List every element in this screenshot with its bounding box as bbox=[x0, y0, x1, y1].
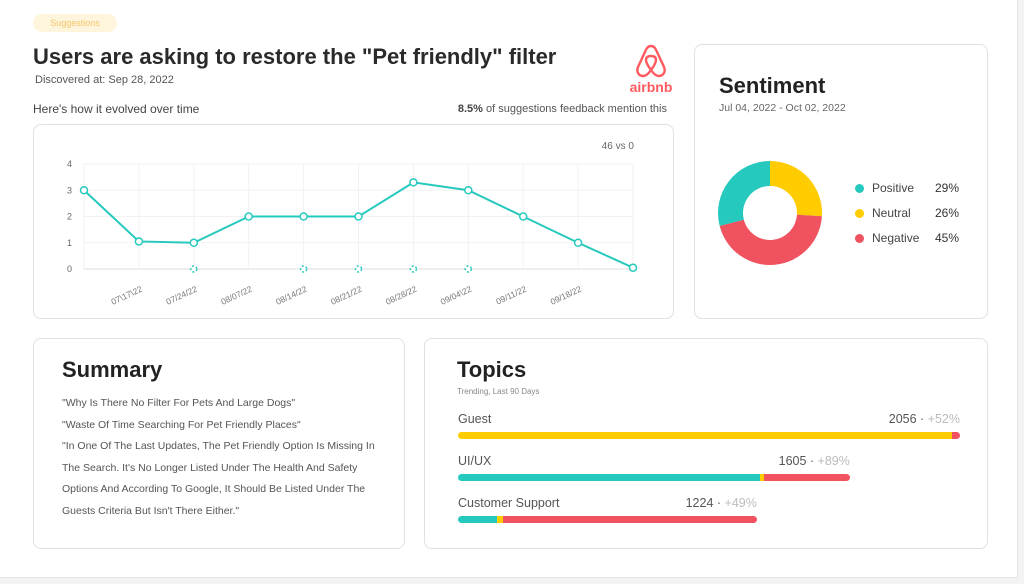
summary-quote: "Waste Of Time Searching For Pet Friendl… bbox=[62, 418, 301, 431]
topic-change: +89% bbox=[817, 454, 850, 468]
zero-marker bbox=[190, 265, 198, 273]
data-point bbox=[464, 186, 473, 195]
legend-item-positive: Positive 29% bbox=[855, 181, 959, 195]
sentiment-card: Sentiment Jul 04, 2022 - Oct 02, 2022 bbox=[694, 44, 988, 319]
x-tick-label: 07\17\22 bbox=[110, 284, 144, 307]
topic-count: 2056 bbox=[888, 412, 917, 426]
summary-title: Summary bbox=[62, 357, 163, 382]
topic-bar-segment bbox=[952, 432, 960, 439]
data-point bbox=[628, 263, 638, 272]
data-point bbox=[189, 238, 199, 247]
x-tick-label: 08/21/22 bbox=[329, 284, 363, 307]
data-point bbox=[409, 178, 418, 187]
legend-item-neutral: Neutral 26% bbox=[855, 206, 959, 220]
topic-label: Customer Support bbox=[458, 496, 560, 510]
legend-percent: 29% bbox=[935, 181, 960, 195]
airbnb-logo-icon bbox=[636, 44, 666, 78]
data-point bbox=[354, 212, 363, 221]
topic-stats: 1605 · +89% bbox=[778, 454, 850, 468]
topic-stats: 2056 · +52% bbox=[888, 412, 960, 426]
topic-bar-segment bbox=[763, 474, 850, 481]
y-tick-label: 0 bbox=[67, 264, 72, 274]
y-tick-label: 4 bbox=[67, 159, 72, 169]
topic-bar bbox=[458, 516, 757, 523]
topic-count: 1605 bbox=[778, 454, 807, 468]
x-tick-label: 07/24/22 bbox=[164, 284, 198, 307]
zero-marker bbox=[464, 265, 473, 273]
topic-bar bbox=[458, 474, 850, 481]
page-title: Users are asking to restore the "Pet fri… bbox=[33, 44, 557, 69]
zero-marker bbox=[409, 265, 418, 273]
x-tick-label: 08/28/22 bbox=[384, 284, 418, 307]
topic-label: UI/UX bbox=[458, 454, 492, 468]
discovered-date: Discovered at: Sep 28, 2022 bbox=[35, 74, 174, 86]
sentiment-title: Sentiment bbox=[719, 73, 826, 98]
topic-count: 1224 bbox=[685, 496, 714, 510]
x-tick-label: 09/18/22 bbox=[549, 284, 583, 307]
y-tick-label: 1 bbox=[67, 238, 72, 248]
sentiment-range: Jul 04, 2022 - Oct 02, 2022 bbox=[719, 102, 846, 114]
legend-item-negative: Negative 45% bbox=[855, 231, 959, 245]
topic-bar-segment bbox=[496, 516, 503, 523]
chart-heading: Here's how it evolved over time bbox=[33, 102, 200, 116]
topic-row[interactable]: UI/UX 1605 · +89% bbox=[458, 454, 960, 481]
x-tick-label: 09/11/22 bbox=[494, 284, 528, 307]
topics-subtitle: Trending, Last 90 Days bbox=[457, 387, 540, 396]
data-point bbox=[79, 186, 89, 195]
x-tick-label: 08/07/22 bbox=[219, 284, 253, 307]
data-point bbox=[518, 212, 528, 221]
mention-text: of suggestions feedback mention this bbox=[482, 103, 667, 115]
y-tick-label: 3 bbox=[67, 185, 72, 195]
topic-change: +52% bbox=[927, 412, 960, 426]
topic-change: +49% bbox=[724, 496, 757, 510]
topics-card: Topics Trending, Last 90 Days bbox=[424, 338, 988, 549]
trend-chart-card: 0 1 2 3 4 07\17\22 07/24/22 08/07/22 08/14/22 08/… bbox=[33, 124, 674, 319]
airbnb-logo: airbnb bbox=[628, 42, 674, 95]
brand-name: airbnb bbox=[629, 79, 673, 95]
mention-stat: 8.5% of suggestions feedback mention thi… bbox=[458, 103, 667, 115]
legend-percent: 45% bbox=[935, 231, 960, 245]
topic-row[interactable]: Customer Support 1224 · +49% bbox=[458, 496, 960, 523]
chart-annotation: 46 vs 0 bbox=[602, 141, 635, 152]
summary-quote: "Why Is There No Filter For Pets And Lar… bbox=[62, 397, 296, 409]
legend-dot-icon bbox=[855, 209, 864, 218]
topic-bar-segment bbox=[502, 516, 757, 523]
category-badge[interactable]: Suggestions bbox=[33, 14, 117, 32]
legend-label: Negative bbox=[872, 231, 920, 245]
data-point bbox=[573, 238, 583, 247]
topic-label: Guest bbox=[458, 412, 492, 426]
legend-label: Neutral bbox=[872, 206, 911, 220]
topic-bar-segment bbox=[458, 432, 953, 439]
topic-bar-segment bbox=[759, 474, 764, 481]
sentiment-donut-chart bbox=[718, 161, 822, 266]
donut-slice-neutral bbox=[770, 161, 822, 217]
data-point bbox=[299, 212, 308, 221]
topic-row[interactable]: Guest 2056 · +52% bbox=[458, 412, 960, 439]
donut-slice-negative bbox=[719, 214, 822, 266]
donut-slice-positive bbox=[718, 161, 770, 226]
topic-bar-segment bbox=[458, 516, 497, 523]
topics-title: Topics bbox=[457, 357, 527, 382]
data-point bbox=[134, 237, 144, 246]
legend-dot-icon bbox=[855, 234, 864, 243]
topic-stats: 1224 · +49% bbox=[685, 496, 757, 510]
data-point bbox=[244, 212, 253, 221]
y-tick-label: 2 bbox=[67, 212, 72, 222]
mention-percent: 8.5% bbox=[457, 103, 483, 115]
legend-label: Positive bbox=[872, 181, 915, 195]
x-tick-label: 09/04\22 bbox=[439, 284, 473, 307]
summary-quote: "In One Of The Last Updates, The Pet Fri… bbox=[62, 440, 375, 517]
zero-marker bbox=[354, 265, 363, 273]
legend-dot-icon bbox=[855, 184, 864, 193]
topic-bar bbox=[458, 432, 960, 439]
zero-marker bbox=[299, 265, 308, 273]
trend-line-chart: 0 1 2 3 4 07\17\22 07/24/22 08/07/22 08/14/22 08/… bbox=[67, 141, 638, 307]
x-tick-label: 08/14/22 bbox=[274, 284, 308, 307]
legend-percent: 26% bbox=[935, 206, 960, 220]
summary-card: Summary "Why Is There No Filter For Pets… bbox=[33, 338, 405, 549]
topic-bar-segment bbox=[458, 474, 760, 481]
